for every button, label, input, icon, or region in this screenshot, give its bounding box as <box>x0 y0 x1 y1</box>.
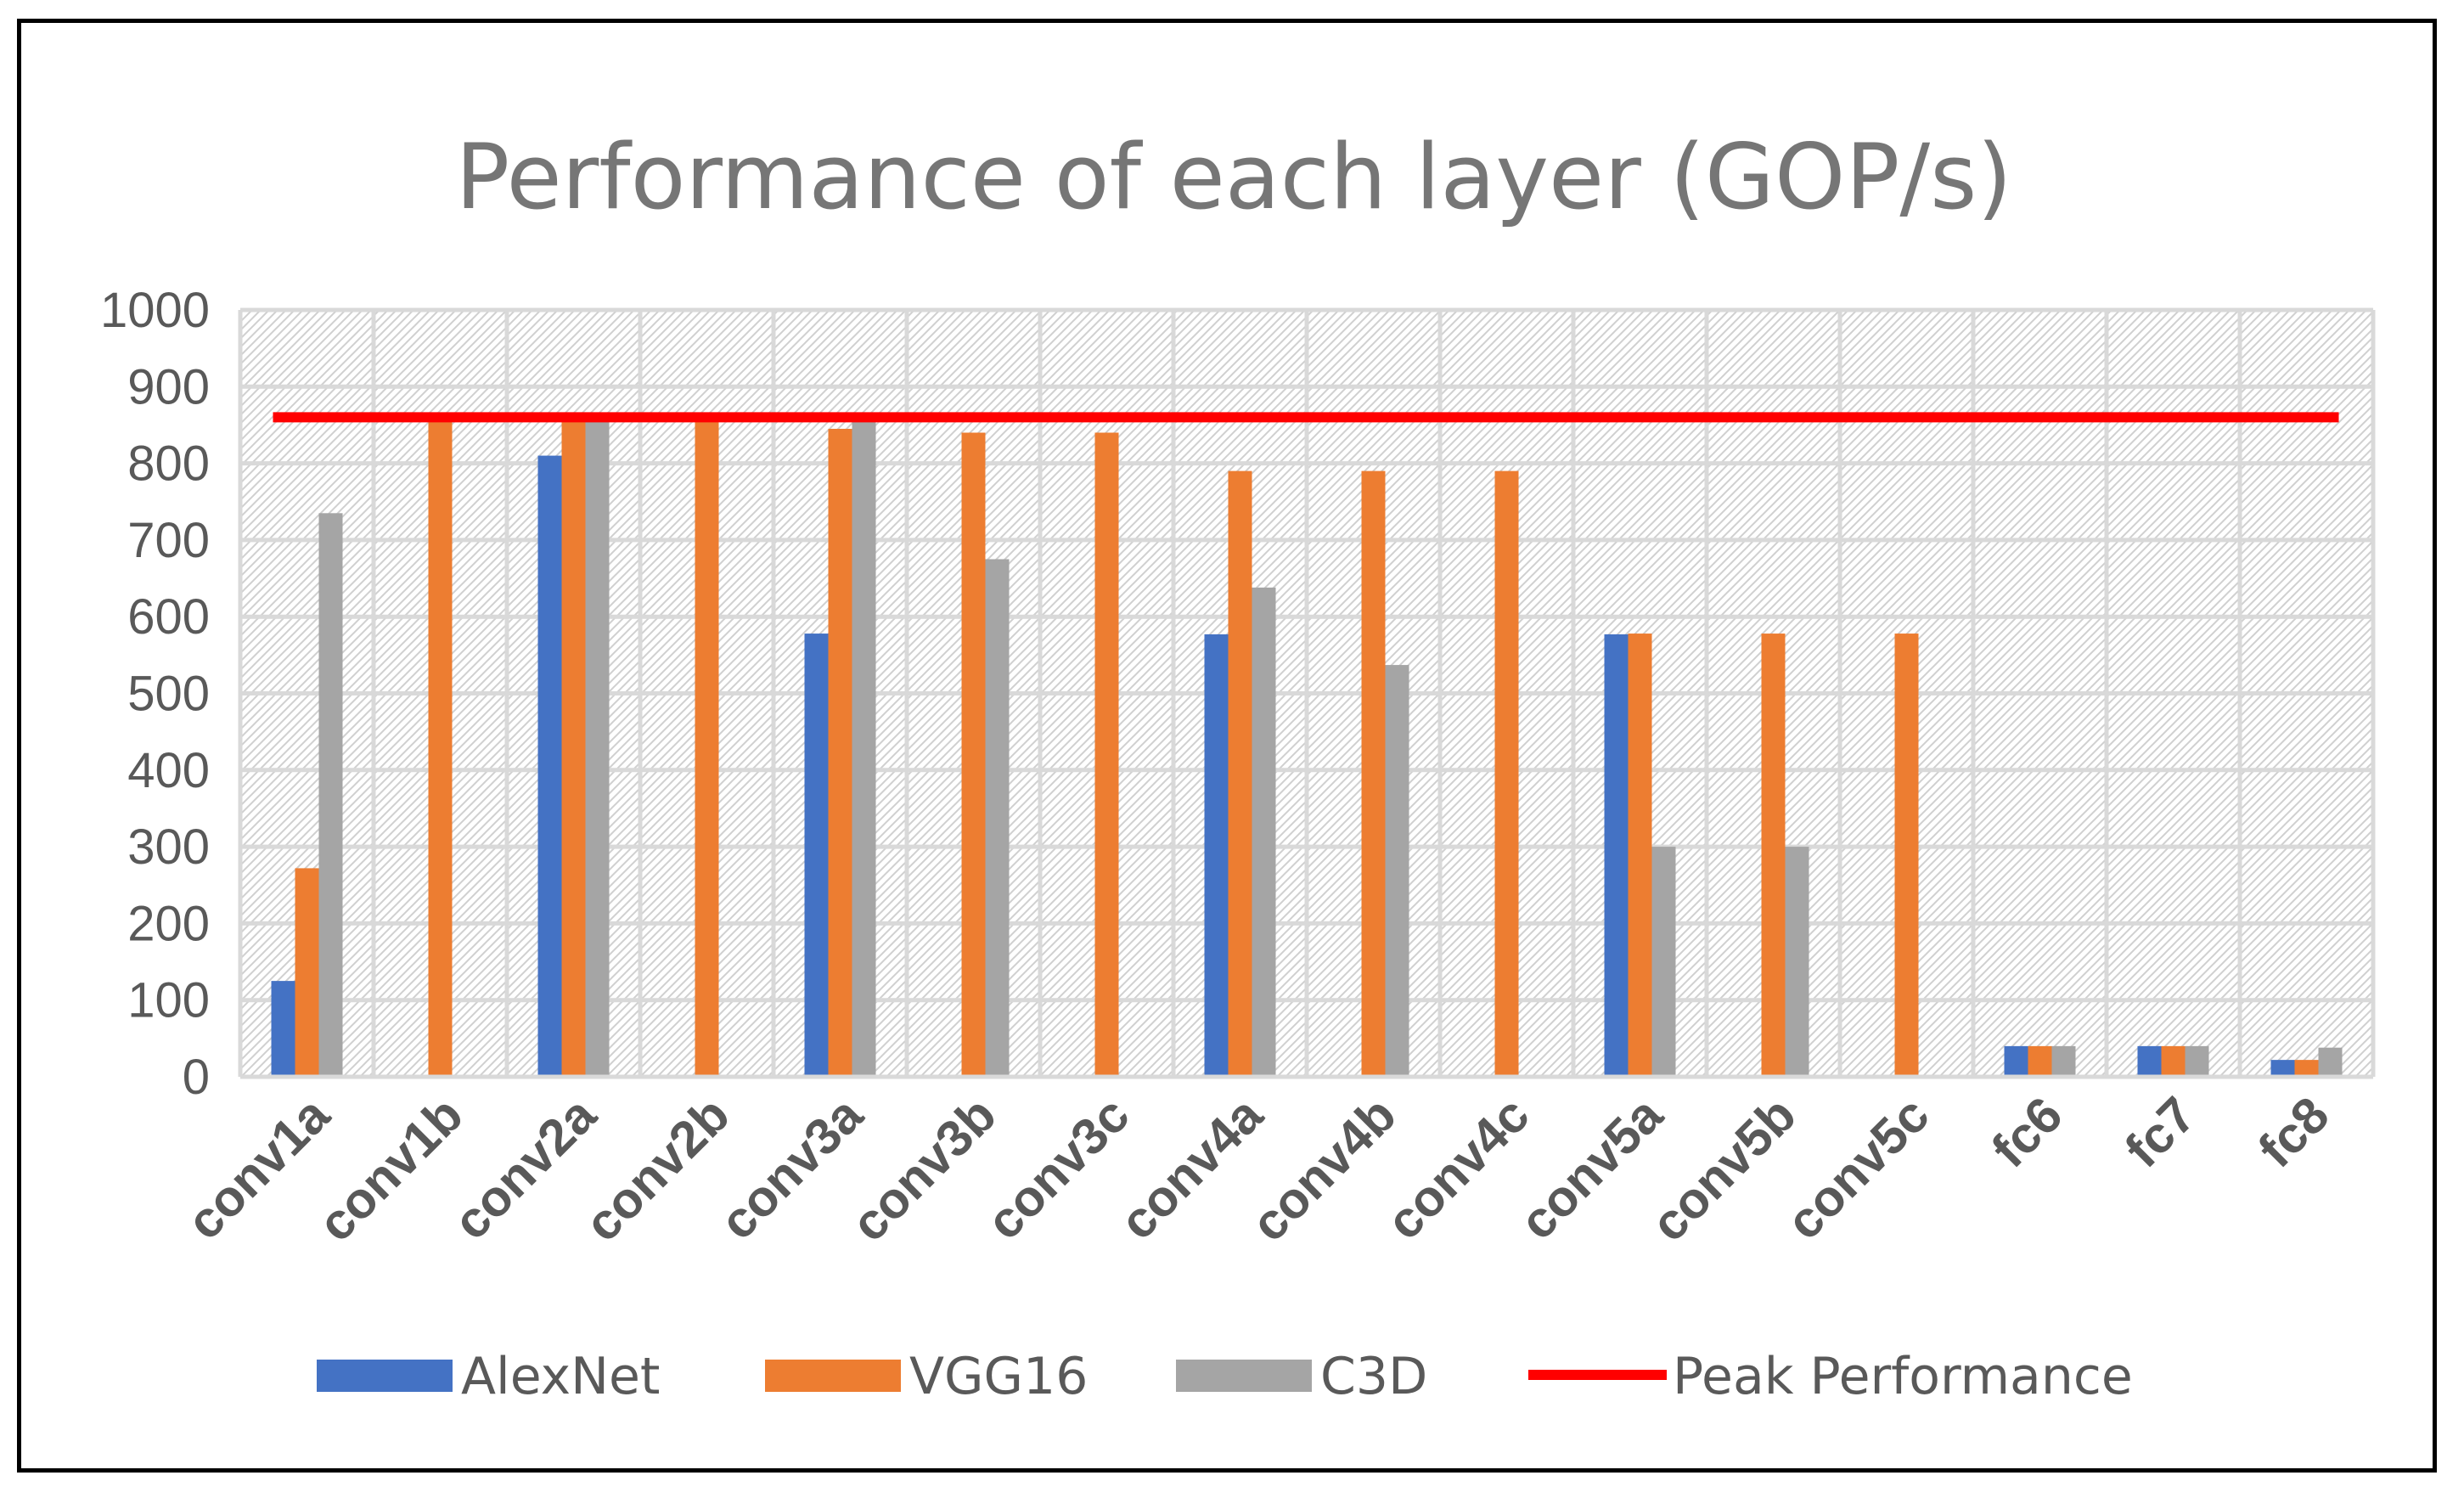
legend-label: Peak Performance <box>1673 1347 2133 1406</box>
bar-alexnet-fc7 <box>2137 1045 2162 1077</box>
bar-vgg16-conv5a <box>1628 634 1652 1077</box>
x-tick-label: conv4b <box>1240 1086 1407 1253</box>
x-tick-label: conv2b <box>574 1086 740 1253</box>
legend-label: C3D <box>1320 1347 1427 1406</box>
x-tick-label: conv1a <box>176 1085 340 1250</box>
bar-vgg16-conv4a <box>1228 470 1252 1077</box>
bar-vgg16-conv3c <box>1094 432 1119 1078</box>
bar-c3d-conv2a <box>585 417 610 1077</box>
legend-label: AlexNet <box>461 1347 660 1406</box>
bar-c3d-conv4b <box>1385 665 1409 1077</box>
x-axis-tick-labels: conv1aconv1bconv2aconv2bconv3aconv3bconv… <box>176 1085 2340 1252</box>
bar-c3d-conv3b <box>985 559 1010 1077</box>
bar-alexnet-conv3a <box>804 634 829 1077</box>
x-tick-label: conv3c <box>976 1086 1140 1251</box>
y-tick-label: 500 <box>127 667 210 722</box>
x-tick-label: conv1b <box>307 1086 474 1253</box>
legend-swatch-alexnet <box>317 1360 453 1392</box>
y-tick-label: 600 <box>127 589 210 645</box>
y-tick-label: 900 <box>127 359 210 414</box>
x-tick-label: conv3b <box>841 1086 1007 1253</box>
bar-alexnet-fc6 <box>2004 1045 2028 1077</box>
bars <box>240 417 2373 1079</box>
x-tick-label: fc8 <box>2247 1086 2340 1179</box>
x-tick-label: fc6 <box>1981 1086 2073 1179</box>
bar-vgg16-conv4b <box>1361 470 1386 1077</box>
bar-vgg16-conv5c <box>1894 634 1919 1077</box>
bar-alexnet-fc8 <box>2270 1060 2295 1077</box>
legend: AlexNet VGG16 C3D Peak Performance <box>317 1347 2133 1406</box>
y-tick-label: 700 <box>127 513 210 568</box>
bar-c3d-conv1a <box>318 513 343 1077</box>
y-axis-tick-labels: 0 100 200 300 400 500 600 700 800 900 1000 <box>100 283 210 1105</box>
x-tick-label: conv3a <box>709 1085 874 1250</box>
x-tick-label: conv5b <box>1640 1086 1807 1253</box>
chart-svg: Performance of each layer (GOP/s) 0 100 20… <box>100 125 2376 1406</box>
x-tick-label: conv4c <box>1375 1086 1540 1251</box>
bar-vgg16-fc8 <box>2294 1060 2319 1077</box>
bar-vgg16-conv2a <box>561 417 586 1077</box>
bar-alexnet-conv2a <box>537 455 562 1077</box>
x-tick-label: conv4a <box>1109 1085 1274 1250</box>
y-tick-label: 300 <box>127 819 210 875</box>
legend-label: VGG16 <box>909 1347 1088 1406</box>
x-tick-label: conv5c <box>1775 1086 1940 1251</box>
y-tick-label: 0 <box>183 1050 210 1105</box>
bar-c3d-conv5b <box>1785 847 1809 1077</box>
bar-c3d-conv4a <box>1252 587 1276 1077</box>
chart-frame: Performance of each layer (GOP/s) 0 100 20… <box>17 19 2437 1473</box>
bar-c3d-conv3a <box>852 417 876 1077</box>
bar-vgg16-conv4c <box>1494 470 1519 1077</box>
bar-alexnet-conv5a <box>1604 634 1629 1077</box>
y-tick-label: 400 <box>127 743 210 798</box>
bar-vgg16-fc7 <box>2161 1045 2186 1077</box>
bar-c3d-conv5a <box>1651 847 1676 1077</box>
bar-vgg16-conv1a <box>295 868 319 1077</box>
bar-alexnet-conv1a <box>271 981 295 1077</box>
y-tick-label: 1000 <box>100 283 210 338</box>
x-tick-label: conv2a <box>442 1085 607 1250</box>
bar-c3d-fc6 <box>2051 1045 2076 1077</box>
y-tick-label: 200 <box>127 896 210 951</box>
x-tick-label: fc7 <box>2114 1086 2207 1179</box>
bar-vgg16-conv1b <box>428 417 453 1077</box>
bar-c3d-fc7 <box>2185 1045 2209 1077</box>
bar-vgg16-conv3b <box>961 432 986 1078</box>
bar-vgg16-conv5b <box>1761 634 1786 1077</box>
bar-vgg16-fc6 <box>2028 1045 2052 1077</box>
legend-swatch-c3d <box>1176 1360 1312 1392</box>
bar-c3d-fc8 <box>2318 1047 2343 1077</box>
bar-alexnet-conv4a <box>1204 634 1229 1077</box>
y-tick-label: 100 <box>127 973 210 1028</box>
x-tick-label: conv5a <box>1509 1085 1674 1250</box>
legend-swatch-vgg16 <box>765 1360 901 1392</box>
bar-vgg16-conv2b <box>695 417 719 1077</box>
bar-vgg16-conv3a <box>828 428 852 1078</box>
chart-title: Performance of each layer (GOP/s) <box>455 125 2011 229</box>
y-tick-label: 800 <box>127 436 210 492</box>
